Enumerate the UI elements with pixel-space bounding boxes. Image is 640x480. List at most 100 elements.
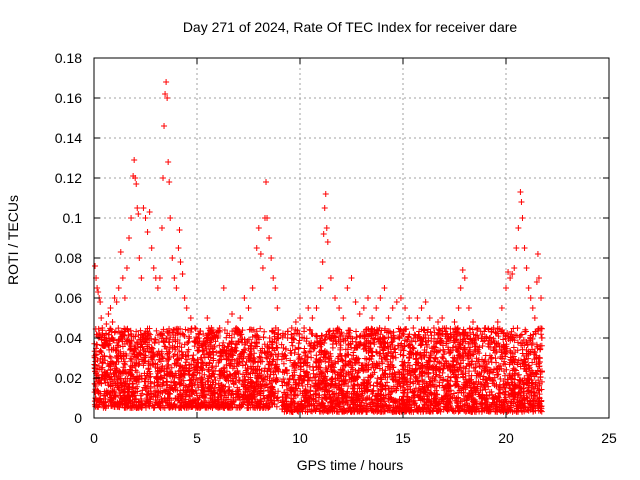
data-point (274, 305, 281, 311)
dense-point (401, 398, 408, 405)
data-point (270, 275, 277, 281)
dense-point (389, 376, 396, 383)
dense-point (111, 329, 118, 336)
dense-point (316, 400, 323, 407)
dense-point (307, 327, 314, 334)
dense-point (151, 340, 158, 347)
dense-point (421, 395, 428, 402)
dense-point (450, 369, 457, 376)
dense-point (398, 340, 405, 347)
dense-point (510, 353, 517, 360)
dense-point (406, 354, 413, 361)
data-point (317, 285, 324, 291)
data-point (183, 305, 190, 311)
dense-point (226, 387, 233, 394)
dense-point (528, 392, 535, 399)
dense-point (467, 335, 474, 342)
dense-point (215, 359, 222, 366)
dense-point (287, 350, 294, 357)
dense-point (332, 400, 339, 407)
dense-point (331, 406, 338, 413)
dense-point (179, 399, 186, 406)
dense-point (478, 369, 485, 376)
dense-point (347, 404, 354, 411)
dense-point (374, 383, 381, 390)
dense-point (417, 397, 424, 404)
dense-point (342, 372, 349, 379)
dense-point (400, 375, 407, 382)
dense-point (190, 396, 197, 403)
dense-point (158, 350, 165, 357)
dense-point (225, 396, 232, 403)
dense-point (261, 382, 268, 389)
data-point (166, 179, 173, 185)
dense-point (320, 378, 327, 385)
dense-point (353, 334, 360, 341)
dense-point (155, 339, 162, 346)
data-point (369, 315, 376, 321)
data-point (140, 205, 147, 211)
dense-point (315, 363, 322, 370)
dense-point (143, 391, 150, 398)
dense-point (535, 327, 542, 334)
dense-point (226, 332, 233, 339)
dense-point (424, 343, 431, 350)
dense-point (453, 374, 460, 381)
dense-point (437, 374, 444, 381)
dense-point (145, 366, 152, 373)
dense-point (273, 374, 280, 381)
dense-point (490, 337, 497, 344)
dense-point (139, 390, 146, 397)
dense-point (526, 400, 533, 407)
data-point (111, 295, 118, 301)
dense-point (254, 391, 261, 398)
dense-point (335, 377, 342, 384)
dense-point (157, 374, 164, 381)
dense-point (107, 366, 114, 373)
dense-point (112, 367, 119, 374)
dense-point (171, 360, 178, 367)
dense-point (330, 330, 337, 337)
dense-point (378, 376, 385, 383)
dense-point (131, 362, 138, 369)
dense-point (380, 347, 387, 354)
dense-point (214, 390, 221, 397)
dense-point (444, 377, 451, 384)
y-axis-label: ROTI / TECUs (5, 195, 21, 285)
dense-point (279, 330, 286, 337)
dense-point (217, 387, 224, 394)
dense-point (247, 342, 254, 349)
dense-point (117, 402, 124, 409)
dense-point (385, 406, 392, 413)
dense-point (181, 332, 188, 339)
x-tick-label: 15 (395, 430, 411, 446)
data-point (426, 315, 433, 321)
y-tick-label: 0.18 (55, 50, 82, 66)
dense-point (309, 363, 316, 370)
dense-point (170, 332, 177, 339)
dense-point (454, 329, 461, 336)
dense-point (339, 391, 346, 398)
dense-point (534, 367, 541, 374)
dense-point (258, 403, 265, 410)
dense-point (340, 377, 347, 384)
dense-point (299, 334, 306, 341)
dense-point (112, 328, 119, 335)
dense-point (456, 351, 463, 358)
dense-point (532, 383, 539, 390)
dense-point (391, 398, 398, 405)
dense-point (297, 372, 304, 379)
dense-point (219, 342, 226, 349)
dense-point (296, 354, 303, 361)
dense-point (406, 342, 413, 349)
dense-point (199, 348, 206, 355)
x-tick-label: 5 (193, 430, 201, 446)
dense-point (245, 336, 252, 343)
dense-point (96, 366, 103, 373)
dense-point (444, 394, 451, 401)
dense-point (325, 402, 332, 409)
dense-point (121, 332, 128, 339)
data-point (505, 269, 512, 275)
dense-point (229, 365, 236, 372)
dense-point (416, 334, 423, 341)
